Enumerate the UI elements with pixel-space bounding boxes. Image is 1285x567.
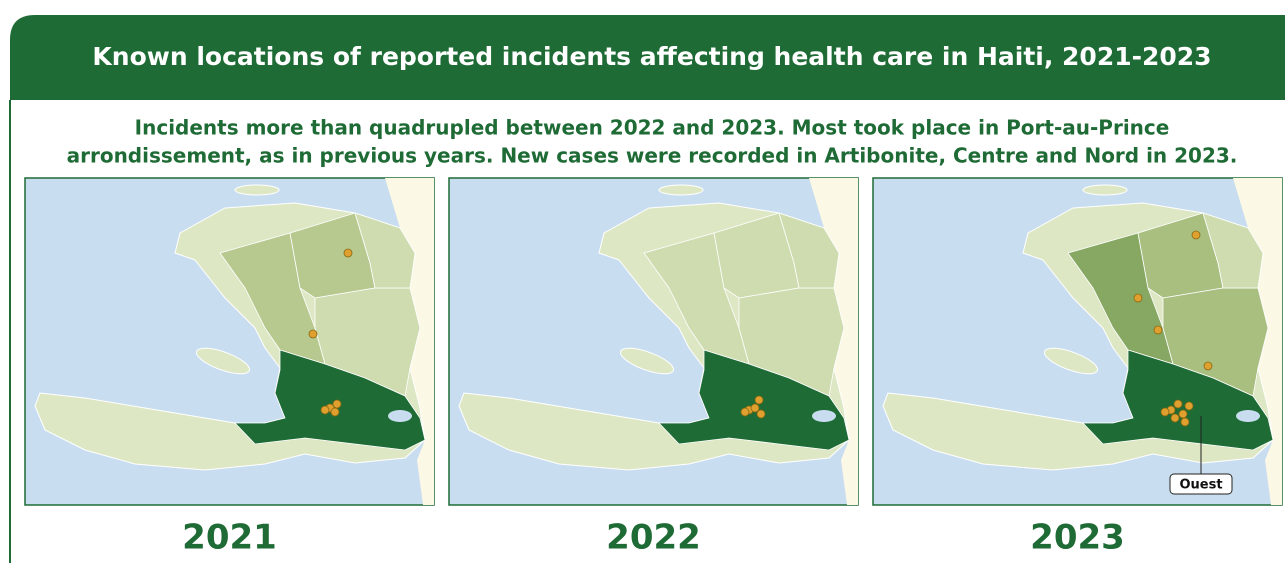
lake [812,410,836,422]
incident-dot [1191,230,1201,240]
subtitle-line: arrondissement, as in previous years. Ne… [67,144,1238,168]
island [234,184,280,196]
lake [1236,410,1260,422]
region-ouest [658,349,850,451]
incident-dot [320,405,330,415]
incident-dot [1170,413,1180,423]
incident-dot [1203,361,1213,371]
incident-dot [756,409,766,419]
incident-dot [750,403,760,413]
region-ouest [234,349,426,451]
incident-dot [308,329,318,339]
island [1082,184,1128,196]
island [620,347,674,375]
incident-dot [1173,399,1183,409]
incident-dot [740,407,750,417]
incident-dot [343,248,353,258]
neighbor-land [1233,178,1282,505]
neighbor-land [809,178,858,505]
map-panel [24,177,435,506]
map-panel: Ouest [872,177,1283,506]
island [1044,347,1098,375]
lake [388,410,412,422]
year-label: 2022 [606,518,701,558]
title: Known locations of reported incidents af… [92,42,1211,71]
neighbor-land [385,178,434,505]
region-label: Ouest [1179,478,1222,493]
region [1202,212,1264,289]
incident-dot [1153,325,1163,335]
incident-dot [1184,401,1194,411]
incident-dot [1180,417,1190,427]
incident-dot [330,407,340,417]
year-label: 2023 [1030,518,1125,558]
region [354,212,416,289]
island [196,347,250,375]
incident-dot [1133,293,1143,303]
callout-box [1169,473,1233,495]
island [658,184,704,196]
map-panel [448,177,859,506]
year-label: 2021 [182,518,277,558]
header-band [10,15,1285,100]
incident-dot [1178,409,1188,419]
incident-dot [754,395,764,405]
incident-dot [1160,407,1170,417]
incident-dot [332,399,342,409]
subtitle-line: Incidents more than quadrupled between 2… [135,116,1170,140]
region [778,212,840,289]
